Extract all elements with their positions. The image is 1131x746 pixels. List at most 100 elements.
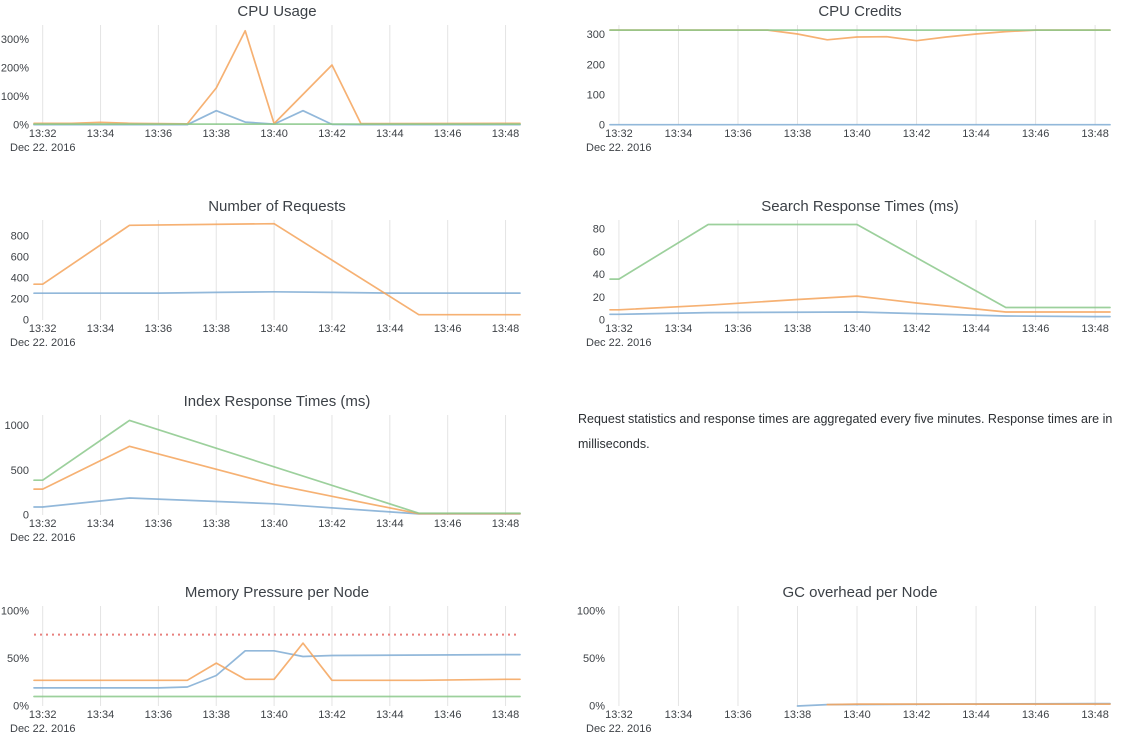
memory-pressure-chart: Memory Pressure per Node 13:32 13:34 13:36…	[0, 581, 545, 746]
y-tick-label: 20	[593, 292, 605, 304]
x-tick-label: 13:38	[784, 128, 812, 140]
x-tick-label: 13:42	[903, 323, 931, 335]
x-tick-label: 13:42	[903, 128, 931, 140]
x-tick-label: 13:42	[318, 323, 346, 335]
x-tick-label: 13:34	[87, 323, 115, 335]
y-tick-label: 0%	[589, 701, 605, 713]
x-tick-label: 13:38	[784, 709, 812, 721]
y-tick-label: 200	[587, 59, 605, 71]
y-tick-label: 600	[11, 251, 29, 263]
x-tick-label: 13:48	[492, 128, 520, 140]
x-tick-label: 13:46	[434, 128, 462, 140]
y-tick-label: 50%	[583, 653, 605, 665]
x-axis-date-label: Dec 22. 2016	[586, 142, 651, 154]
number-of-requests-series-orange	[33, 222, 521, 316]
y-tick-label: 0%	[13, 701, 29, 713]
x-tick-label: 13:36	[724, 323, 752, 335]
x-tick-label: 13:48	[1081, 709, 1109, 721]
index-response-times-series-green	[33, 419, 521, 515]
cpu-usage-series-orange	[33, 29, 521, 125]
x-tick-label: 13:38	[784, 323, 812, 335]
x-tick-label: 13:36	[145, 128, 173, 140]
x-tick-label: 13:44	[376, 709, 404, 721]
x-tick-label: 13:32	[29, 323, 57, 335]
x-tick-label: 13:40	[260, 128, 288, 140]
x-tick-label: 13:34	[87, 518, 115, 530]
number-of-requests-chart: Number of Requests 13:32 13:34 13:36 13:38 1…	[0, 195, 545, 360]
memory-pressure-per-node-series-blue	[33, 649, 521, 689]
x-tick-label: 13:38	[202, 518, 230, 530]
y-tick-label: 200%	[1, 62, 29, 74]
x-tick-label: 13:44	[376, 323, 404, 335]
y-tick-label: 100%	[1, 605, 29, 617]
y-tick-label: 300%	[1, 34, 29, 46]
x-tick-label: 13:48	[492, 323, 520, 335]
x-tick-label: 13:38	[202, 323, 230, 335]
gc-overhead-chart: GC overhead per Node 13:32 13:34 13:36 13:3…	[565, 581, 1131, 746]
x-tick-label: 13:46	[434, 518, 462, 530]
x-axis-date-label: Dec 22. 2016	[586, 337, 651, 349]
y-tick-label: 40	[593, 269, 605, 281]
index-response-times-plot-area[interactable]: 13:32 13:34 13:36 13:38 13:40 13:42 13:44 13:46…	[0, 390, 545, 550]
y-tick-label: 200	[11, 293, 29, 305]
search-response-times-series-blue	[609, 311, 1111, 318]
memory-pressure-per-node-series-orange	[33, 642, 521, 682]
gc-overhead-per-node-plot-area[interactable]: 13:32 13:34 13:36 13:38 13:40 13:42 13:44 13:46…	[565, 581, 1131, 741]
x-tick-label: 13:36	[145, 518, 173, 530]
x-tick-label: 13:34	[87, 709, 115, 721]
number-of-requests-series-blue	[33, 290, 521, 295]
x-tick-label: 13:34	[665, 323, 693, 335]
x-tick-label: 13:32	[29, 518, 57, 530]
x-axis-date-label: Dec 22. 2016	[10, 142, 75, 154]
y-tick-label: 50%	[7, 653, 29, 665]
x-tick-label: 13:42	[318, 518, 346, 530]
x-tick-label: 13:44	[962, 128, 990, 140]
cpu-usage-chart: CPU Usage 13:32 13:34 13:36 13:38 13:40 13:42…	[0, 0, 545, 165]
y-tick-label: 0%	[13, 120, 29, 132]
chart-title: CPU Credits	[818, 3, 902, 20]
x-tick-label: 13:48	[1081, 323, 1109, 335]
chart-title: Memory Pressure per Node	[184, 584, 370, 601]
x-tick-label: 13:46	[1022, 709, 1050, 721]
y-tick-label: 500	[11, 465, 29, 477]
y-tick-label: 300	[587, 29, 605, 41]
search-response-times-plot-area[interactable]: 13:32 13:34 13:36 13:38 13:40 13:42 13:44 13:46…	[565, 195, 1131, 355]
x-tick-label: 13:32	[605, 709, 633, 721]
x-tick-label: 13:36	[724, 709, 752, 721]
x-tick-label: 13:42	[318, 709, 346, 721]
x-tick-label: 13:34	[665, 709, 693, 721]
x-axis-date-label: Dec 22. 2016	[10, 532, 75, 544]
y-tick-label: 1000	[5, 420, 29, 432]
memory-pressure-per-node-plot-area[interactable]: 13:32 13:34 13:36 13:38 13:40 13:42 13:44 13:46…	[0, 581, 545, 741]
cpu-usage-plot-area[interactable]: 13:32 13:34 13:36 13:38 13:40 13:42 13:44 13:46…	[0, 0, 545, 160]
chart-title: GC overhead per Node	[782, 584, 938, 601]
y-tick-label: 100%	[577, 605, 605, 617]
x-tick-label: 13:44	[962, 323, 990, 335]
x-tick-label: 13:48	[492, 709, 520, 721]
cpu-credits-plot-area[interactable]: 13:32 13:34 13:36 13:38 13:40 13:42 13:44 13:46…	[565, 0, 1131, 160]
number-of-requests-plot-area[interactable]: 13:32 13:34 13:36 13:38 13:40 13:42 13:44 13:46…	[0, 195, 545, 355]
x-tick-label: 13:32	[29, 128, 57, 140]
x-tick-label: 13:36	[145, 323, 173, 335]
y-tick-label: 400	[11, 272, 29, 284]
x-axis-date-label: Dec 22. 2016	[10, 723, 75, 735]
y-tick-label: 0	[599, 120, 605, 132]
y-tick-label: 60	[593, 246, 605, 258]
search-response-times-series-green	[609, 223, 1111, 309]
x-tick-label: 13:32	[605, 323, 633, 335]
cpu-credits-series-orange	[609, 29, 1111, 42]
y-tick-label: 0	[599, 315, 605, 327]
x-tick-label: 13:46	[1022, 323, 1050, 335]
x-tick-label: 13:40	[260, 518, 288, 530]
x-tick-label: 13:38	[202, 128, 230, 140]
x-axis-date-label: Dec 22. 2016	[10, 337, 75, 349]
index-response-times-chart: Index Response Times (ms) 13:32 13:34 13:3…	[0, 390, 545, 555]
x-tick-label: 13:44	[376, 128, 404, 140]
x-tick-label: 13:46	[434, 709, 462, 721]
x-tick-label: 13:48	[492, 518, 520, 530]
y-tick-label: 0	[23, 510, 29, 522]
x-tick-label: 13:42	[318, 128, 346, 140]
x-tick-label: 13:40	[843, 709, 871, 721]
chart-title: Search Response Times (ms)	[761, 198, 959, 215]
x-axis-date-label: Dec 22. 2016	[586, 723, 651, 735]
